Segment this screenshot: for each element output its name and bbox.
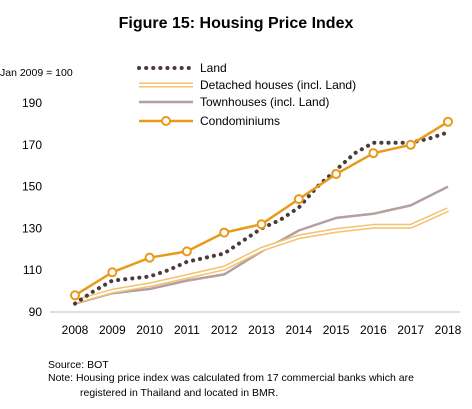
data-point-condominiums (293, 194, 304, 205)
legend: Land Detached houses (incl. Land) Townhous… (137, 61, 356, 128)
data-point-condominiums (256, 219, 267, 230)
y-tick-label: 150 (22, 180, 42, 194)
axes: 90 110 130 150 170 190 2008 2009 2010 2011 2012 201… (22, 96, 462, 337)
y-axis-label: Jan 2009 = 100 (0, 67, 73, 79)
data-point-condominiums (181, 246, 192, 257)
x-tick-label: 2014 (285, 323, 312, 337)
series-line-inner-detached-houses-incl-land (74, 208, 449, 303)
data-point-condominiums (70, 290, 80, 301)
x-tick-label: 2018 (435, 323, 462, 337)
x-tick-label: 2009 (99, 323, 126, 337)
x-tick-label: 2013 (248, 323, 275, 337)
y-tick-label: 130 (22, 221, 42, 235)
x-tick-label: 2010 (136, 323, 163, 337)
legend-label-condominiums: Condominiums (200, 114, 280, 128)
x-tick-label: 2012 (211, 323, 238, 337)
series-layer (70, 116, 453, 306)
data-point-condominiums (219, 227, 230, 238)
y-tick-label: 90 (29, 305, 43, 319)
legend-marker-condominiums (161, 116, 171, 126)
data-point-condominiums (107, 267, 118, 278)
x-tick-label: 2017 (397, 323, 424, 337)
series-line-land (73, 130, 450, 306)
x-tick-label: 2015 (323, 323, 350, 337)
chart-title: Figure 15: Housing Price Index (119, 15, 354, 32)
legend-label-detached-houses-incl-land: Detached houses (incl. Land) (200, 78, 356, 92)
note-line-2: registered in Thailand and located in BM… (80, 387, 278, 399)
legend-label-townhouses-incl-land: Townhouses (incl. Land) (200, 95, 329, 109)
y-tick-label: 170 (22, 138, 42, 152)
data-point-condominiums (368, 148, 379, 159)
data-point-condominiums (144, 252, 155, 263)
x-tick-label: 2008 (62, 323, 89, 337)
y-tick-label: 110 (23, 263, 42, 277)
data-point-condominiums (443, 116, 453, 127)
data-point-condominiums (405, 139, 416, 150)
source-note: Source: BOT (48, 359, 109, 371)
legend-label-land: Land (200, 61, 227, 75)
x-tick-label: 2011 (174, 323, 200, 337)
data-point-condominiums (331, 169, 342, 180)
y-tick-label: 190 (22, 96, 42, 110)
x-tick-label: 2016 (360, 323, 387, 337)
note-line-1: Note: Housing price index was calculated… (48, 372, 414, 384)
